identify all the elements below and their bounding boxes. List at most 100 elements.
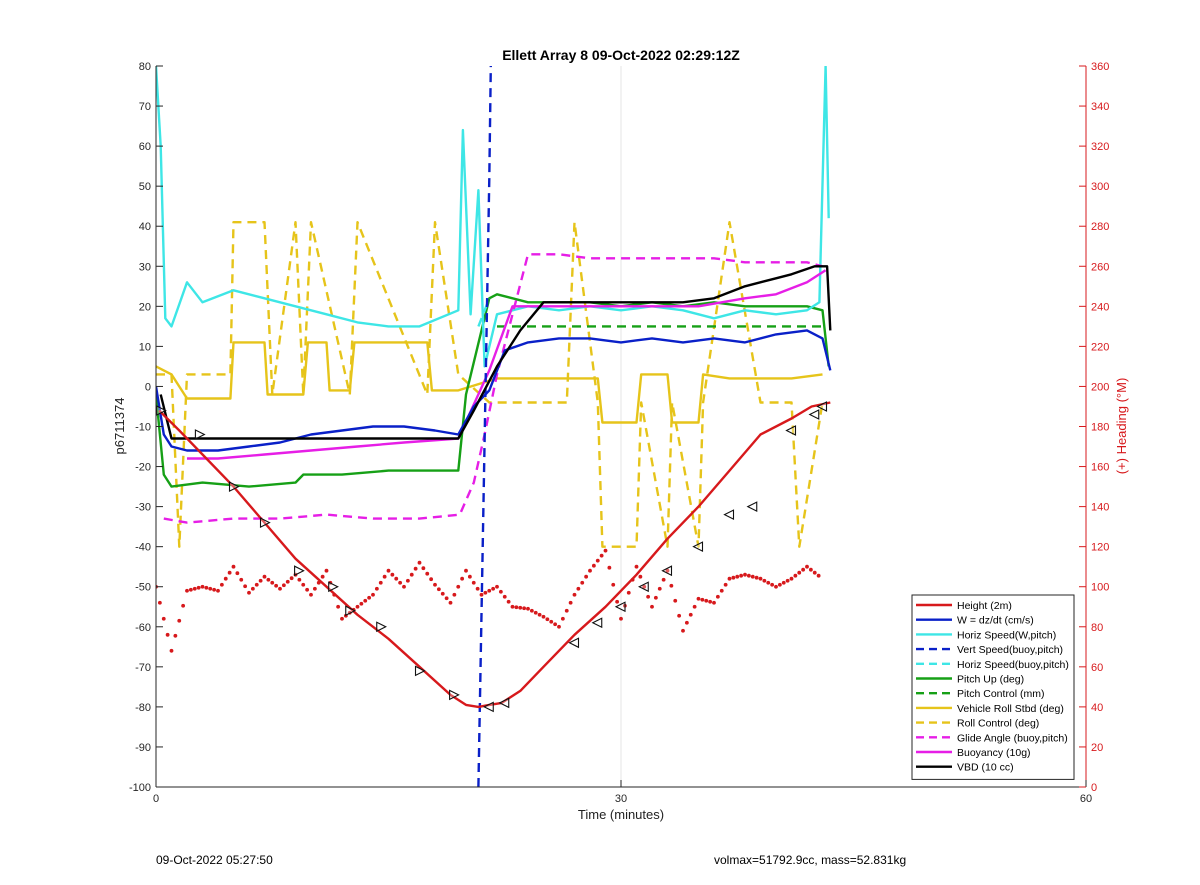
heading-point [382, 574, 387, 579]
heading-point [250, 586, 255, 591]
heading-point [696, 596, 701, 601]
height-marker [156, 405, 167, 416]
height-marker [449, 689, 460, 701]
heading-point [801, 567, 806, 572]
height-marker [294, 565, 305, 577]
heading-point [309, 592, 313, 597]
heading-point [557, 624, 561, 629]
heading-point [626, 590, 631, 595]
legend-label-vbd-10-cc: VBD (10 cc) [957, 762, 1014, 774]
height-marker [194, 429, 206, 440]
heading-point [340, 616, 344, 621]
heading-point [704, 598, 709, 603]
heading-point [301, 582, 306, 587]
heading-point [731, 575, 736, 580]
heading-point [607, 565, 612, 570]
heading-point [541, 614, 546, 619]
heading-point [402, 584, 406, 589]
heading-point [766, 580, 771, 585]
heading-point [173, 633, 178, 638]
heading-point [483, 590, 488, 595]
heading-point [805, 564, 809, 569]
heading-point [239, 577, 244, 582]
legend-label-roll-control-deg: Roll Control (deg) [957, 718, 1039, 730]
legend-label-pitch-up-deg: Pitch Up (deg) [957, 674, 1024, 686]
legend-box [911, 594, 1075, 780]
height-marker [614, 601, 626, 613]
heading-point [750, 574, 755, 579]
heading-point [549, 619, 554, 624]
series-layer [156, 66, 832, 787]
legend-label-height-2m: Height (2m) [957, 600, 1012, 612]
heading-point [545, 617, 550, 622]
heading-point [161, 616, 166, 621]
heading-point [305, 587, 310, 592]
heading-point [789, 576, 794, 581]
x-tick-label: 30 [615, 793, 627, 805]
heading-point [588, 568, 592, 573]
heading-point [274, 583, 279, 588]
x-tick-label: 60 [1080, 793, 1092, 805]
heading-point [262, 574, 267, 579]
heading-point [758, 576, 763, 581]
heading-point [491, 586, 496, 591]
legend-label-buoyancy-10g: Buoyancy (10g) [957, 747, 1031, 759]
heading-point [192, 586, 197, 591]
y2-axis-label: (+) Heading (°M) [1114, 378, 1129, 475]
legend-label-horiz-speed-w-pitch: Horiz Speed(W,pitch) [957, 629, 1056, 641]
legend-label-w-dz-dt-cm-s: W = dz/dt (cm/s) [957, 615, 1034, 627]
heading-point [684, 620, 689, 625]
heading-point [258, 578, 263, 583]
heading-point [650, 604, 654, 609]
heading-point [177, 618, 182, 623]
heading-point [529, 608, 534, 613]
legend-label-vert-speed-buoy-pitch: Vert Speed(buoy,pitch) [957, 644, 1063, 656]
heading-point [243, 584, 248, 589]
y2-tick-label: 240 [1091, 301, 1109, 313]
height-marker [498, 697, 510, 709]
heading-point [285, 579, 290, 584]
series-horiz-speed-buoy-pitch [477, 297, 491, 327]
series-pitch-up-deg [156, 293, 830, 488]
heading-point [568, 600, 573, 605]
heading-point [495, 584, 499, 589]
heading-point [514, 605, 519, 610]
height-marker [345, 605, 356, 617]
heading-point [669, 583, 674, 588]
y2-tick-label: 320 [1091, 141, 1109, 153]
y-axis-label: p6711374 [112, 398, 127, 455]
chart-title: Ellett Array 8 09-Oct-2022 02:29:12Z [502, 47, 740, 63]
heading-point [576, 586, 581, 591]
heading-point [223, 576, 228, 581]
heading-point [518, 605, 523, 610]
heading-point [297, 577, 302, 582]
heading-point [425, 571, 430, 576]
y2-tick-label: 40 [1091, 702, 1103, 714]
heading-point [770, 582, 775, 587]
y2-tick-label: 20 [1091, 742, 1103, 754]
y2-tick-label: 260 [1091, 261, 1109, 273]
y2-tick-label: 220 [1091, 341, 1109, 353]
heading-point [367, 595, 372, 600]
height-marker [483, 701, 494, 713]
y-tick-label: -40 [135, 542, 151, 554]
heading-point [324, 568, 329, 573]
height-marker [723, 509, 735, 521]
heading-point [502, 594, 507, 599]
y-tick-label: 70 [139, 101, 151, 113]
height-marker [638, 581, 649, 593]
heading-point [816, 573, 821, 578]
y-tick-label: 10 [139, 341, 151, 353]
heading-point [270, 580, 275, 585]
y-tick-label: 60 [139, 141, 151, 153]
heading-point [460, 576, 465, 581]
heading-point [440, 591, 445, 596]
y2-tick-label: 100 [1091, 582, 1109, 594]
heading-point [723, 582, 728, 587]
heading-point [200, 584, 205, 589]
y2-tick-label: 60 [1091, 662, 1103, 674]
heading-point [359, 601, 364, 606]
heading-point [797, 570, 802, 575]
heading-point [533, 610, 538, 615]
heading-point [681, 628, 685, 633]
